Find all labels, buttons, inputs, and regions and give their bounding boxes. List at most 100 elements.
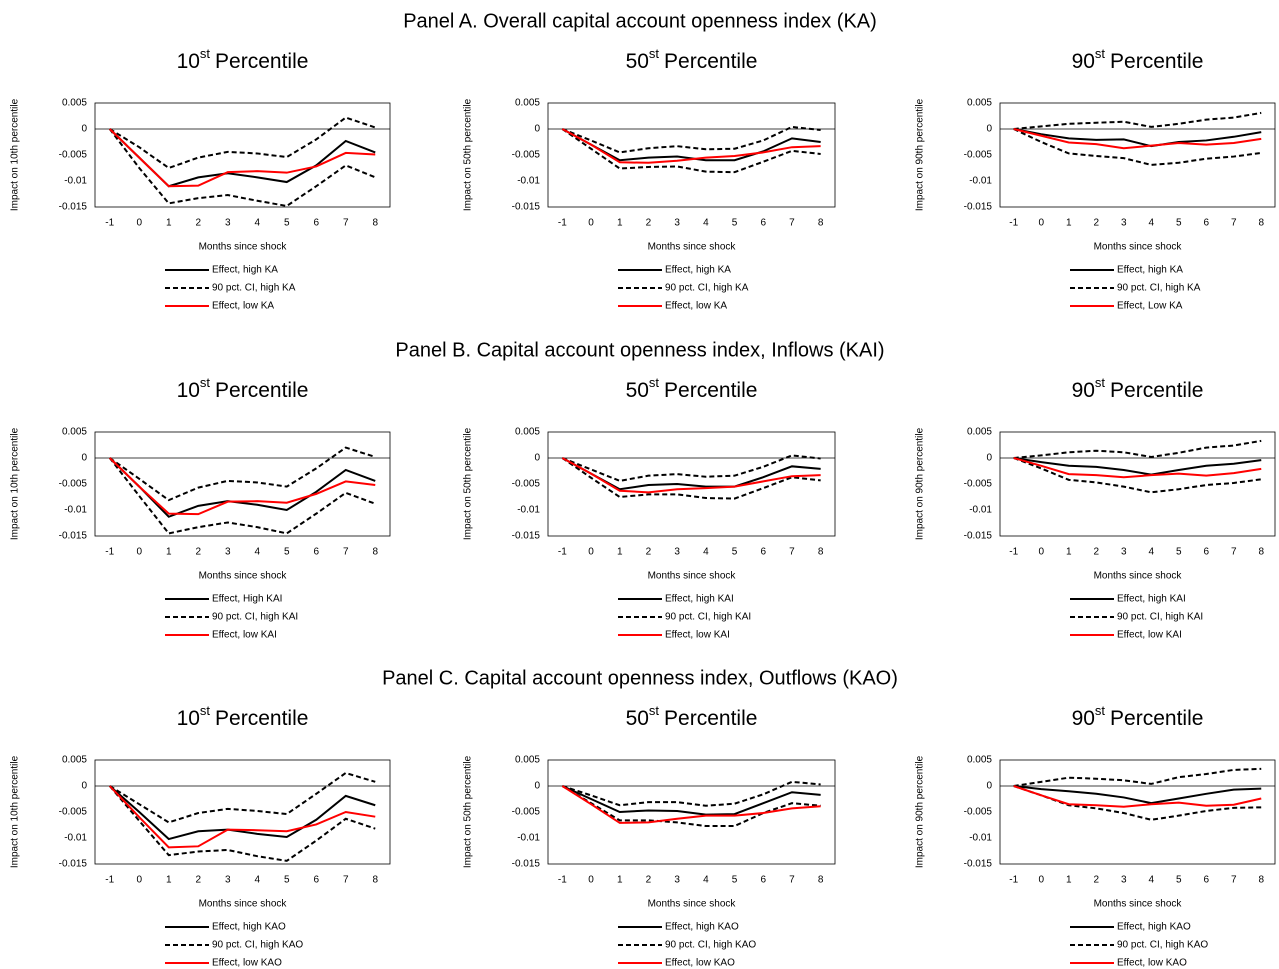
ci-lower-line xyxy=(561,457,821,500)
legend-label: Effect, high KAO xyxy=(212,922,286,933)
ci-upper-line xyxy=(562,780,821,807)
x-tick-label: 7 xyxy=(789,875,795,886)
x-tick-label: 4 xyxy=(1148,218,1154,229)
y-tick-label: -0.01 xyxy=(517,176,540,187)
title-suffix: st xyxy=(1095,703,1106,718)
x-tick-label: -1 xyxy=(1009,875,1018,886)
x-axis-label: Months since shock xyxy=(648,571,737,582)
plot-frame xyxy=(547,431,836,537)
chart-title: 10st Percentile xyxy=(177,703,309,729)
panel-title: Panel B. Capital account openness index,… xyxy=(395,339,884,361)
x-tick-label: -1 xyxy=(1009,218,1018,229)
x-tick-label: 7 xyxy=(1231,875,1237,886)
title-text: Percentile xyxy=(664,379,757,402)
legend-label: Effect, high KAO xyxy=(1117,922,1191,933)
y-axis-label: Impact on 50th percentile xyxy=(463,98,474,211)
panel-title: Panel C. Capital account openness index,… xyxy=(382,667,898,689)
effect-line xyxy=(1013,128,1262,148)
x-tick-label: 7 xyxy=(343,875,349,886)
legend-label: 90 pct. CI, high KA xyxy=(212,283,296,294)
y-tick-label: 0.005 xyxy=(62,427,87,438)
x-tick-label: 2 xyxy=(195,218,201,229)
y-axis-label: Impact on 50th percentile xyxy=(463,755,474,868)
y-tick-label: -0.005 xyxy=(512,150,541,161)
plot-frame xyxy=(999,431,1276,537)
legend-label: 90 pct. CI, high KA xyxy=(1117,283,1201,294)
x-tick-label: 2 xyxy=(646,547,652,558)
x-tick-label: 6 xyxy=(313,875,319,886)
x-tick-label: 1 xyxy=(617,875,623,886)
legend-label: Effect, high KA xyxy=(665,265,731,276)
x-tick-label: 3 xyxy=(225,218,231,229)
legend-label: Effect, high KA xyxy=(1117,265,1183,276)
x-tick-label: 0 xyxy=(1038,218,1044,229)
y-tick-label: -0.01 xyxy=(517,833,540,844)
x-tick-label: 5 xyxy=(732,218,738,229)
legend-label: 90 pct. CI, high KA xyxy=(665,283,749,294)
y-tick-label: -0.005 xyxy=(59,150,88,161)
x-tick-label: 0 xyxy=(136,875,142,886)
y-tick-label: 0 xyxy=(534,781,540,792)
y-tick-label: 0 xyxy=(534,453,540,464)
y-tick-label: 0.005 xyxy=(967,755,992,766)
legend-label: Effect, low KAO xyxy=(1117,958,1187,969)
ci-upper-line xyxy=(1013,767,1262,787)
x-tick-label: 6 xyxy=(760,875,766,886)
x-axis-label: Months since shock xyxy=(1094,571,1183,582)
x-tick-label: 7 xyxy=(1231,218,1237,229)
x-axis-label: Months since shock xyxy=(199,242,288,253)
legend-label: Effect, high KA xyxy=(212,265,278,276)
x-tick-label: -1 xyxy=(558,218,567,229)
x-tick-label: 3 xyxy=(225,875,231,886)
ci-lower-line xyxy=(108,128,376,208)
title-text: Percentile xyxy=(1110,50,1203,73)
y-tick-label: -0.015 xyxy=(59,202,88,213)
effect-line xyxy=(109,457,376,518)
x-tick-label: 4 xyxy=(703,547,709,558)
x-tick-label: 5 xyxy=(1176,547,1182,558)
legend-label: Effect, low KAO xyxy=(212,958,282,969)
y-tick-label: -0.005 xyxy=(512,479,541,490)
y-axis-label: Impact on 90th percentile xyxy=(915,755,926,868)
x-tick-label: 3 xyxy=(674,875,680,886)
x-tick-label: 7 xyxy=(343,547,349,558)
y-tick-label: -0.005 xyxy=(964,150,993,161)
y-axis-label: Impact on 90th percentile xyxy=(915,427,926,540)
title-number: 90 xyxy=(1072,50,1095,73)
x-tick-label: 6 xyxy=(1203,547,1209,558)
title-number: 50 xyxy=(626,50,649,73)
x-tick-label: 0 xyxy=(1038,875,1044,886)
x-tick-label: 2 xyxy=(195,547,201,558)
title-text: Percentile xyxy=(664,707,757,730)
x-tick-label: 5 xyxy=(1176,875,1182,886)
title-number: 90 xyxy=(1072,707,1095,730)
x-tick-label: 1 xyxy=(1066,218,1072,229)
y-tick-label: -0.015 xyxy=(512,859,541,870)
y-tick-label: -0.015 xyxy=(964,531,993,542)
x-tick-label: 7 xyxy=(789,218,795,229)
chart-title: 90st Percentile xyxy=(1072,46,1204,72)
x-tick-label: 4 xyxy=(1148,547,1154,558)
title-number: 10 xyxy=(177,379,200,402)
legend-label: Effect, low KA xyxy=(212,301,274,312)
title-text: Percentile xyxy=(215,707,308,730)
x-tick-label: 8 xyxy=(1258,875,1264,886)
legend-label: Effect, low KAI xyxy=(665,630,730,641)
y-tick-label: 0.005 xyxy=(515,98,540,109)
title-suffix: st xyxy=(1095,375,1106,390)
x-tick-label: 3 xyxy=(674,547,680,558)
y-axis-label: Impact on 10th percentile xyxy=(10,755,21,868)
x-tick-label: -1 xyxy=(105,547,114,558)
effect-line xyxy=(1013,128,1262,150)
x-tick-label: 1 xyxy=(166,218,172,229)
x-tick-label: 3 xyxy=(225,547,231,558)
title-text: Percentile xyxy=(215,50,308,73)
effect-line xyxy=(561,128,821,164)
chart-title: 90st Percentile xyxy=(1072,703,1204,729)
x-tick-label: 8 xyxy=(1258,218,1264,229)
chart-title: 10st Percentile xyxy=(177,375,309,401)
title-suffix: st xyxy=(200,375,211,390)
x-tick-label: -1 xyxy=(105,218,114,229)
legend-label: 90 pct. CI, high KAI xyxy=(212,612,298,623)
x-tick-label: 3 xyxy=(1121,547,1127,558)
